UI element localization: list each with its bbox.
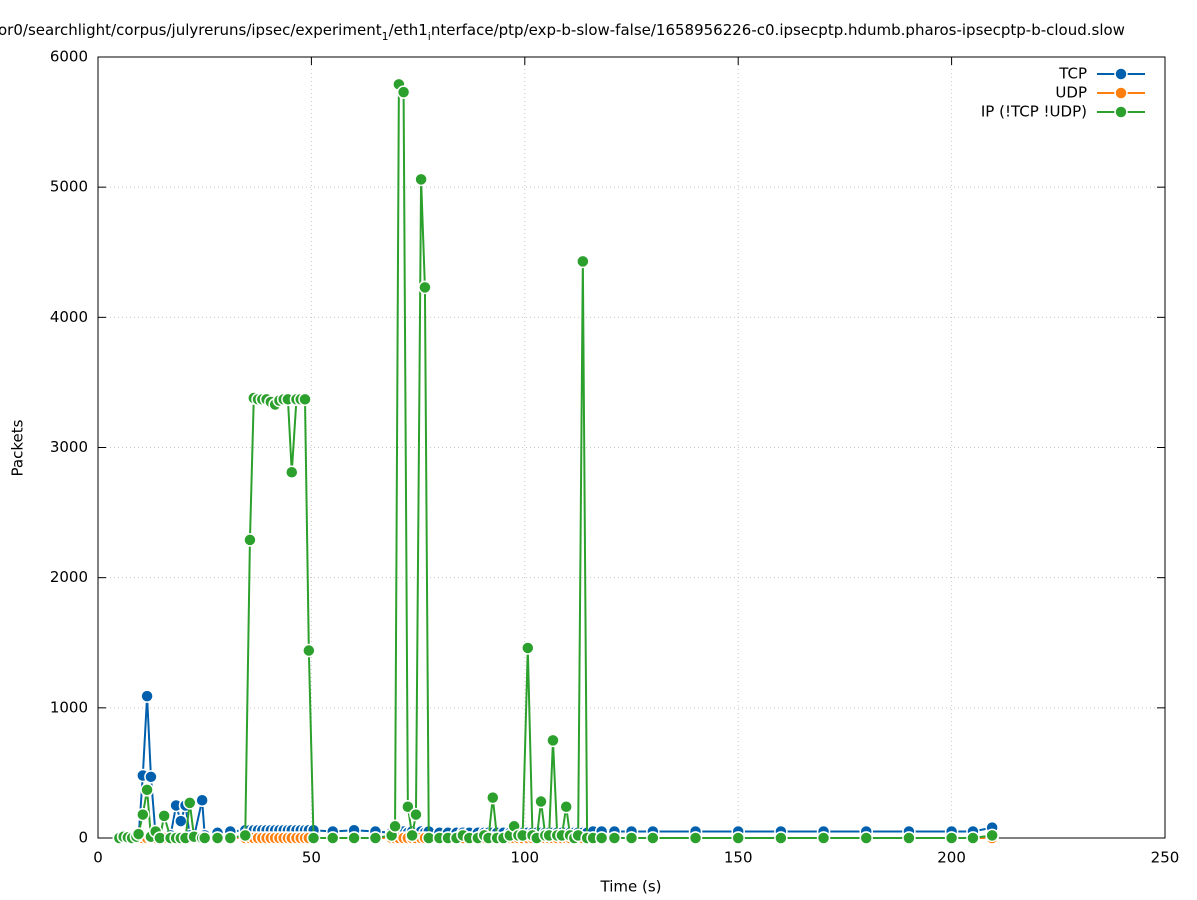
data-point: [624, 831, 639, 845]
legend-marker: [1114, 86, 1128, 100]
data-point: [243, 533, 257, 547]
title-segment: nterface/ptp/exp-b-slow-false/1658956226…: [431, 21, 1125, 39]
data-point: [298, 392, 312, 407]
title-segment: 1: [382, 30, 389, 43]
data-point: [347, 831, 361, 845]
data-point: [195, 793, 209, 808]
data-point: [401, 800, 415, 814]
data-point: [486, 790, 500, 805]
data-point: [418, 280, 432, 295]
data-point: [197, 831, 212, 845]
data-point: [388, 819, 402, 834]
x-tick-label: 250: [1151, 849, 1180, 867]
data-point: [534, 794, 548, 809]
series-line: [119, 80, 993, 841]
data-point: [902, 831, 916, 845]
y-tick-label: 6000: [50, 48, 88, 66]
data-point: [414, 172, 428, 187]
data-point: [136, 807, 150, 822]
data-point: [985, 828, 999, 843]
title-segment: i: [428, 30, 431, 43]
data-point: [285, 465, 299, 479]
data-point: [546, 733, 560, 748]
data-point: [140, 783, 154, 797]
data-point: [944, 831, 959, 845]
x-tick-label: 0: [93, 849, 103, 867]
chart-title: or0/searchlight/corpus/julyreruns/ipsec/…: [0, 21, 1125, 43]
data-point: [559, 800, 573, 814]
data-point: [966, 831, 980, 845]
data-point: [238, 828, 252, 843]
y-tick-label: 4000: [50, 308, 88, 326]
data-point: [368, 831, 383, 845]
data-point: [405, 828, 419, 843]
title-segment: /eth1: [389, 21, 428, 39]
data-point: [210, 831, 225, 845]
data-point: [521, 641, 535, 655]
title-segment: or0/searchlight/corpus/julyreruns/ipsec/…: [0, 21, 382, 39]
data-point: [183, 796, 197, 810]
data-point: [140, 689, 154, 703]
data-point: [306, 831, 321, 845]
data-point: [302, 643, 316, 658]
data-point: [688, 831, 703, 845]
data-point: [325, 831, 340, 845]
data-point: [396, 85, 411, 99]
data-point: [131, 827, 146, 841]
data-point: [731, 831, 745, 845]
legend-marker: [1114, 67, 1128, 81]
y-tick-label: 2000: [50, 568, 88, 586]
y-tick-label: 5000: [50, 178, 88, 196]
data-point: [594, 831, 609, 845]
x-axis-label: Time (s): [600, 878, 662, 896]
y-tick-label: 3000: [50, 438, 88, 456]
data-point: [157, 809, 171, 823]
y-tick-label: 1000: [50, 698, 88, 716]
data-point: [774, 831, 788, 845]
legend-label: IP (!TCP !UDP): [981, 103, 1087, 121]
data-point: [144, 770, 158, 784]
data-point: [409, 807, 423, 822]
data-point: [576, 254, 590, 269]
x-tick-label: 50: [302, 849, 321, 867]
y-tick-label: 0: [78, 829, 88, 847]
legend-label: TCP: [1058, 65, 1087, 83]
data-point: [223, 831, 238, 845]
y-axis-label: Packets: [9, 419, 27, 476]
x-tick-label: 150: [724, 849, 753, 867]
data-point: [816, 831, 831, 845]
data-point: [646, 831, 660, 845]
data-point: [607, 831, 622, 845]
data-point: [174, 814, 188, 828]
x-tick-label: 100: [510, 849, 539, 867]
legend-label: UDP: [1055, 84, 1087, 102]
legend-marker: [1114, 105, 1128, 119]
data-point: [859, 831, 873, 845]
x-tick-label: 200: [937, 849, 966, 867]
